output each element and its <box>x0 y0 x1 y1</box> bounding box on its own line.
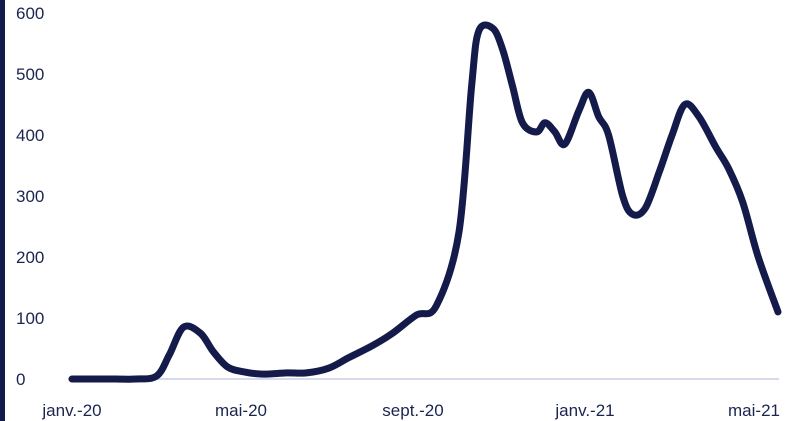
y-tick-label: 100 <box>16 309 44 328</box>
x-tick-label: janv.-20 <box>41 401 101 420</box>
x-tick-label: mai-20 <box>215 401 267 420</box>
y-tick-label: 0 <box>16 370 25 389</box>
left-accent-bar <box>0 0 5 421</box>
series-line <box>68 21 782 383</box>
y-tick-label: 400 <box>16 126 44 145</box>
x-tick-label: janv.-21 <box>554 401 614 420</box>
y-tick-label: 300 <box>16 187 44 206</box>
x-tick-label: mai-21 <box>728 401 780 420</box>
y-tick-label: 600 <box>16 4 44 23</box>
x-tick-label: sept.-20 <box>382 401 443 420</box>
y-tick-label: 500 <box>16 65 44 84</box>
y-tick-label: 200 <box>16 248 44 267</box>
